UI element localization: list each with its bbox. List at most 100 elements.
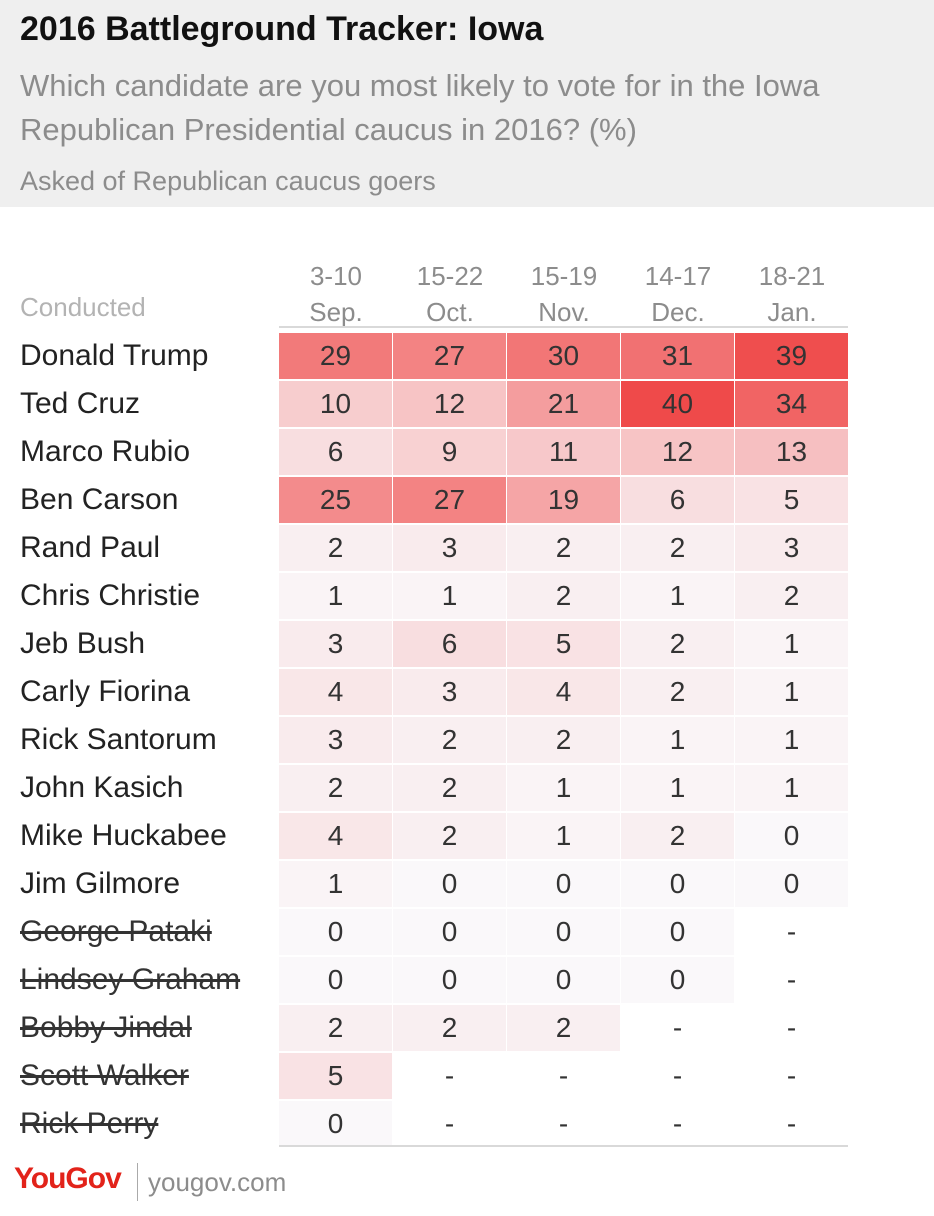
heatmap-cell: 2: [393, 813, 506, 859]
heatmap-cell: 13: [735, 429, 848, 475]
column-dates: 14-17: [644, 261, 712, 291]
heatmap-cell: 27: [393, 333, 506, 379]
logo-separator: [137, 1163, 138, 1201]
heatmap-cell: 1: [279, 573, 392, 619]
heatmap-cell: 2: [735, 573, 848, 619]
heatmap-cell: 6: [393, 621, 506, 667]
heatmap-cell: -: [672, 1060, 683, 1091]
candidate-name: Rand Paul: [20, 531, 161, 564]
heatmap-cell: 0: [621, 909, 734, 955]
column-header: 15-19 Nov.: [507, 258, 621, 330]
column-month: Sep.: [309, 297, 363, 327]
candidate-name: Marco Rubio: [20, 435, 191, 468]
heatmap-cell: 12: [621, 429, 734, 475]
heatmap-cell: 1: [621, 573, 734, 619]
column-month: Jan.: [767, 297, 817, 327]
heatmap-cell: 0: [735, 861, 848, 907]
heatmap-cell: 1: [735, 717, 848, 763]
heatmap-cell: 2: [393, 717, 506, 763]
heatmap-cell: 5: [507, 621, 620, 667]
heatmap-cell: 1: [507, 765, 620, 811]
column-month: Dec.: [651, 297, 705, 327]
heatmap-cell: -: [672, 1108, 683, 1139]
heatmap-cell: 3: [393, 669, 506, 715]
header-panel: 2016 Battleground Tracker: Iowa Which ca…: [0, 0, 934, 207]
heatmap-cell: 0: [393, 909, 506, 955]
heatmap-cell: 0: [621, 861, 734, 907]
heatmap-cell: 21: [507, 381, 620, 427]
heatmap-cell: 1: [735, 669, 848, 715]
candidate-name: Rick Santorum: [20, 723, 217, 756]
candidate-name: George Pataki: [20, 915, 212, 948]
column-header: 18-21 Jan.: [735, 258, 849, 330]
heatmap-cell: 9: [393, 429, 506, 475]
candidate-name: Rick Perry: [20, 1107, 159, 1140]
chart-subtitle: Which candidate are you most likely to v…: [20, 68, 820, 147]
heatmap-cell: 12: [393, 381, 506, 427]
heatmap-cell: 19: [507, 477, 620, 523]
header-divider: [279, 326, 848, 328]
heatmap-cell: -: [786, 1060, 797, 1091]
yougov-logo: YouGov: [14, 1162, 122, 1195]
heatmap-cell: 5: [735, 477, 848, 523]
candidate-name: Ted Cruz: [20, 387, 141, 420]
chart-note: Asked of Republican caucus goers: [20, 166, 436, 196]
column-dates: 3-10: [309, 261, 363, 291]
heatmap-cell: 6: [279, 429, 392, 475]
heatmap-cell: 27: [393, 477, 506, 523]
candidate-name: Bobby Jindal: [20, 1011, 192, 1044]
chart-title: 2016 Battleground Tracker: Iowa: [20, 10, 544, 48]
candidate-name: Mike Huckabee: [20, 819, 227, 852]
heatmap-cell: 3: [279, 621, 392, 667]
heatmap-cell: 34: [735, 381, 848, 427]
heatmap-cell: 2: [621, 621, 734, 667]
heatmap-cell: -: [444, 1060, 455, 1091]
candidate-name: Chris Christie: [20, 579, 201, 612]
candidate-name: John Kasich: [20, 771, 184, 804]
heatmap-cell: 2: [279, 1005, 392, 1051]
candidate-name: Jeb Bush: [20, 627, 146, 660]
candidate-name: Lindsey Graham: [20, 963, 241, 996]
heatmap-cell: 1: [621, 765, 734, 811]
column-dates: 15-19: [530, 261, 598, 291]
column-dates: 18-21: [758, 261, 826, 291]
heatmap-cell: 6: [621, 477, 734, 523]
heatmap-cell: 1: [735, 765, 848, 811]
heatmap-cell: 2: [393, 765, 506, 811]
column-header: 15-22 Oct.: [393, 258, 507, 330]
heatmap-cell: 30: [507, 333, 620, 379]
heatmap-cell: -: [558, 1060, 569, 1091]
heatmap-cell: 0: [621, 957, 734, 1003]
heatmap-cell: 2: [621, 525, 734, 571]
column-month: Nov.: [538, 297, 590, 327]
heatmap-cell: 39: [735, 333, 848, 379]
heatmap-cell: 31: [621, 333, 734, 379]
column-header: 3-10 Sep.: [279, 258, 393, 330]
heatmap-cell: -: [558, 1108, 569, 1139]
heatmap-cell: -: [672, 1012, 683, 1043]
candidate-name: Carly Fiorina: [20, 675, 191, 708]
candidate-name: Scott Walker: [20, 1059, 189, 1092]
heatmap-cell: 0: [735, 813, 848, 859]
candidate-name: Donald Trump: [20, 339, 209, 372]
heatmap-cell: 0: [507, 861, 620, 907]
heatmap-cell: 4: [279, 813, 392, 859]
column-dates: 15-22: [416, 261, 484, 291]
heatmap-cell: 25: [279, 477, 392, 523]
heatmap-cell: -: [444, 1108, 455, 1139]
heatmap-cell: 2: [279, 765, 392, 811]
heatmap-cell: -: [786, 916, 797, 947]
heatmap-cell: 4: [507, 669, 620, 715]
heatmap-cell: 0: [279, 957, 392, 1003]
heatmap-cell: 1: [621, 717, 734, 763]
heatmap-cell: 5: [279, 1053, 392, 1099]
heatmap-cell: 10: [279, 381, 392, 427]
heatmap-cell: 1: [735, 621, 848, 667]
heatmap-cell: 1: [507, 813, 620, 859]
heatmap-cell: -: [786, 1108, 797, 1139]
heatmap-cell: 2: [507, 1005, 620, 1051]
heatmap-cell: 3: [393, 525, 506, 571]
heatmap-cell: 0: [279, 909, 392, 955]
heatmap-cell: 2: [507, 525, 620, 571]
heatmap-cell: 0: [393, 861, 506, 907]
